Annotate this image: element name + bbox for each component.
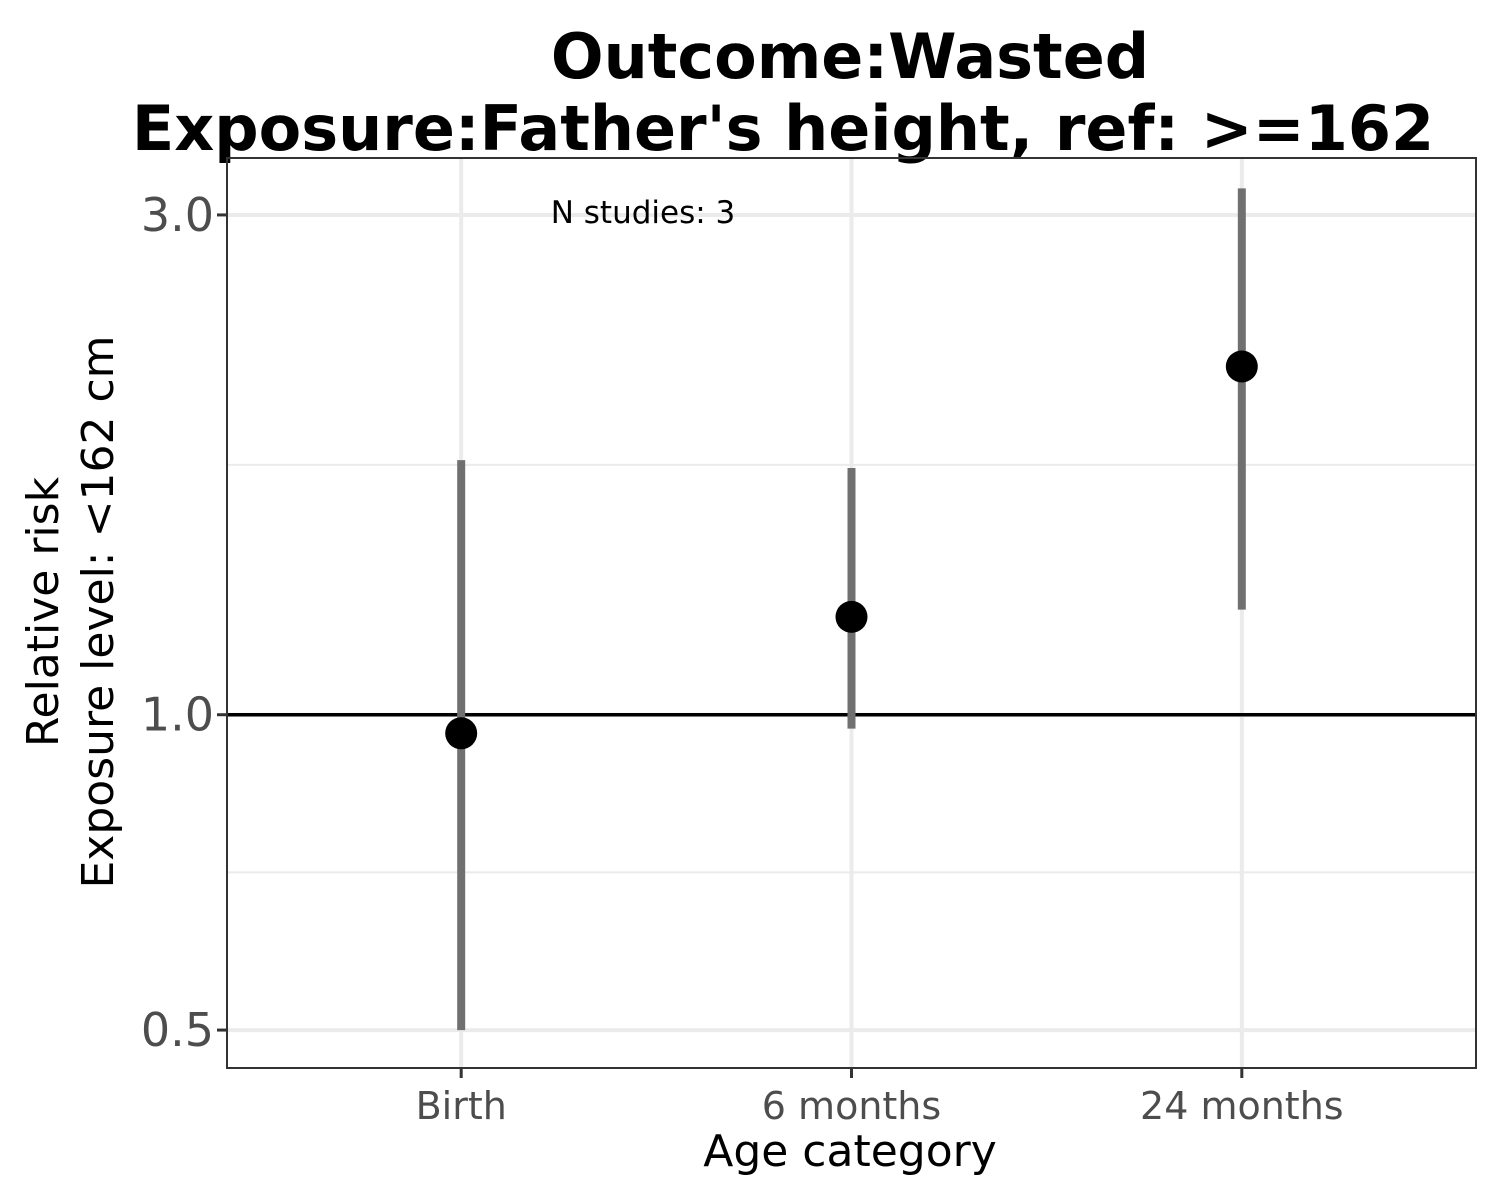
data-point-3 xyxy=(1225,350,1258,383)
y-axis-ticks: 0.5 1.0 3.0 xyxy=(141,188,227,1057)
x-tick-label: 24 months xyxy=(1140,1084,1344,1128)
data-points xyxy=(445,350,1258,750)
chart-subtitle: Exposure:Father's height, ref: >=162 xyxy=(132,92,1434,165)
y-tick-label: 3.0 xyxy=(141,188,214,242)
x-tick-label: 6 months xyxy=(762,1084,941,1128)
data-point-1 xyxy=(445,717,478,750)
y-axis-title-secondary: Exposure level: <162 cm xyxy=(73,335,124,888)
y-tick-label: 0.5 xyxy=(141,1003,214,1057)
chart-title: Outcome:Wasted xyxy=(551,20,1149,93)
n-studies-annotation: N studies: 3 xyxy=(551,195,736,231)
x-axis-title: Age category xyxy=(703,1126,997,1177)
y-tick-label: 1.0 xyxy=(141,688,214,742)
data-point-2 xyxy=(835,600,868,633)
y-axis-title: Relative risk xyxy=(18,476,69,747)
x-axis-ticks: Birth 6 months 24 months xyxy=(416,1068,1344,1128)
x-tick-label: Birth xyxy=(416,1084,507,1128)
